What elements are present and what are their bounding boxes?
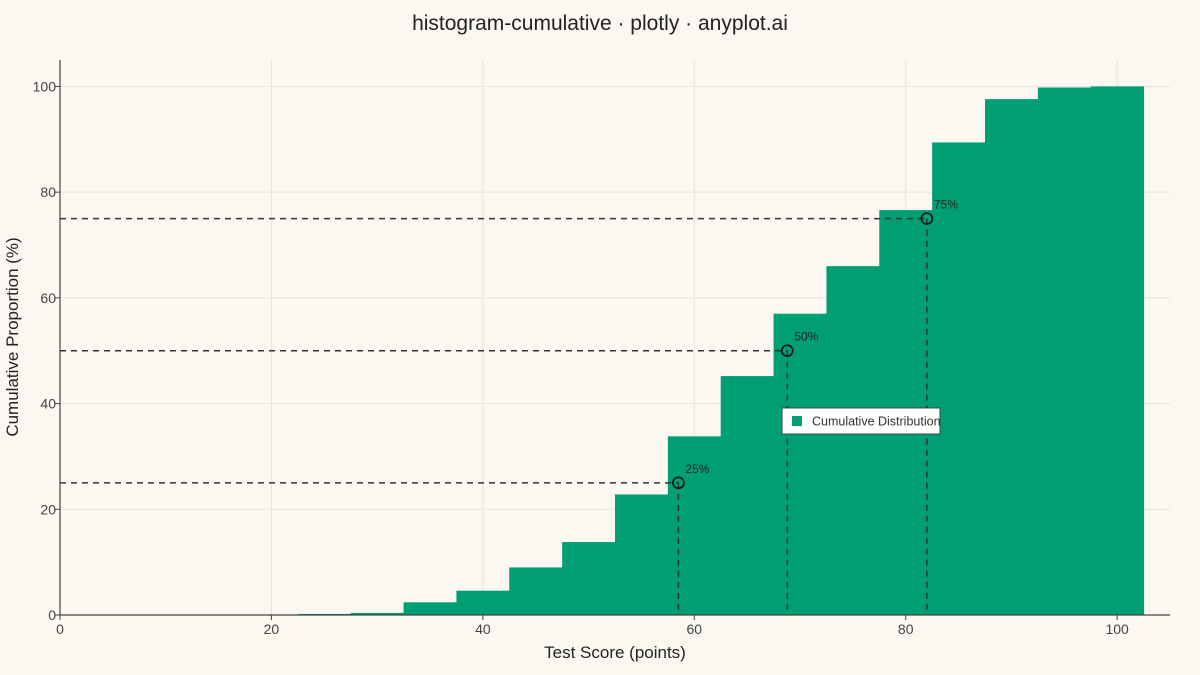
histogram-bar[interactable] xyxy=(667,436,722,615)
percentile-marker[interactable] xyxy=(672,476,685,490)
percentile-marker[interactable] xyxy=(781,344,794,358)
y-tick-label: 40 xyxy=(40,396,56,412)
legend[interactable]: Cumulative Distribution xyxy=(781,407,941,435)
percentile-label: 75% xyxy=(934,198,958,212)
histogram-bar[interactable] xyxy=(509,567,563,615)
chart-title: histogram-cumulative · plotly · anyplot.… xyxy=(412,12,788,35)
histogram-bar[interactable] xyxy=(403,602,457,615)
x-tick-label: 100 xyxy=(1105,621,1129,637)
y-tick-label: 100 xyxy=(33,78,57,94)
histogram-bar[interactable] xyxy=(985,99,1039,616)
percentile-label: 50% xyxy=(794,330,818,344)
x-tick-label: 60 xyxy=(686,621,702,637)
y-tick-label: 60 xyxy=(40,290,56,306)
histogram-bar[interactable] xyxy=(615,494,669,615)
y-tick-label: 0 xyxy=(48,607,56,623)
histogram-bar[interactable] xyxy=(1037,87,1092,615)
histogram-bar[interactable] xyxy=(932,142,986,615)
legend-swatch xyxy=(792,416,802,426)
x-axis-title: Test Score (points) xyxy=(544,643,686,662)
y-tick-label: 80 xyxy=(40,184,56,200)
histogram-bar[interactable] xyxy=(456,590,510,615)
legend-box xyxy=(781,407,941,435)
x-tick-label: 0 xyxy=(56,621,64,637)
histogram-bar[interactable] xyxy=(350,612,405,615)
percentile-label: 25% xyxy=(685,462,709,476)
x-tick-label: 20 xyxy=(264,621,280,637)
histogram-bar[interactable] xyxy=(1090,86,1145,615)
y-axis-title: Cumulative Proportion (%) xyxy=(3,237,22,436)
percentile-guides: 25% 50% 75% xyxy=(60,198,958,615)
histogram-bar[interactable] xyxy=(773,313,827,615)
legend-label: Cumulative Distribution xyxy=(812,415,941,429)
percentile-marker[interactable] xyxy=(920,212,934,225)
axes: 0 20 40 60 80 100 0 20 40 60 80 100 xyxy=(33,60,1170,637)
x-tick-label: 80 xyxy=(898,621,914,637)
histogram-bars xyxy=(297,86,1145,616)
histogram-bar[interactable] xyxy=(826,266,880,615)
histogram-bar[interactable] xyxy=(562,542,616,615)
histogram-bar[interactable] xyxy=(720,376,775,615)
y-tick-label: 20 xyxy=(40,501,56,517)
x-tick-label: 40 xyxy=(475,621,491,637)
